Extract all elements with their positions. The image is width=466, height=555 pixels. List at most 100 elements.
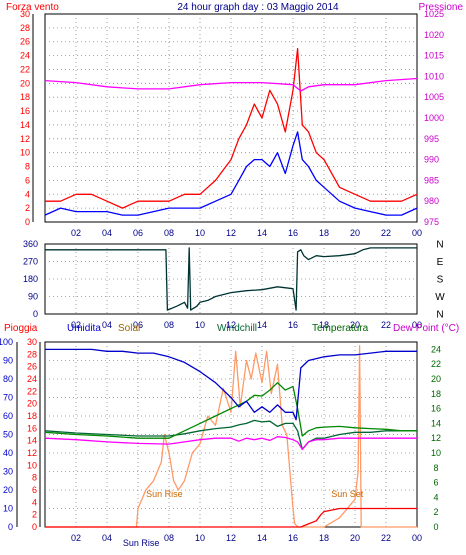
temp-ytick-6: 6: [433, 478, 438, 488]
dewpoint-line: [44, 436, 417, 450]
humidity-line: [45, 348, 417, 421]
direction-plot-area: [44, 243, 418, 315]
direction-label-2: S: [437, 275, 444, 286]
temp-ytick-22: 22: [431, 359, 441, 369]
wind-xtick-08: 08: [164, 228, 174, 238]
wind-ytick-2: 2: [25, 203, 30, 213]
wind-xtick-22: 22: [381, 228, 391, 238]
weather-xtick-14: 14: [257, 533, 267, 543]
sunrise-tick-label: Sun Rise: [123, 538, 160, 548]
weather-xtick-16: 16: [288, 533, 298, 543]
wind-ytick-16: 16: [20, 106, 30, 116]
wind-ytick-8: 8: [25, 162, 30, 172]
dir-xtick-16: 16: [288, 320, 298, 330]
dir-xtick-22: 22: [381, 320, 391, 330]
humidity-ytick-40: 40: [3, 448, 13, 458]
temp-ytick-8: 8: [433, 463, 438, 473]
wind-speed-line: [44, 131, 418, 216]
weather-xtick-10: 10: [195, 533, 205, 543]
wind-ytick-4: 4: [25, 189, 30, 199]
direction-label-3: E: [437, 257, 444, 268]
dir-xtick-12: 12: [226, 320, 236, 330]
temp-ytick-16: 16: [431, 404, 441, 414]
direction-ytick-90: 90: [28, 292, 38, 302]
temp-ytick-2: 2: [433, 507, 438, 517]
legend-5: Dew Point (°C): [393, 323, 459, 334]
wind-ytick-0: 0: [25, 217, 30, 227]
wind-direction-line: [45, 247, 417, 311]
direction-ytick-270: 270: [23, 257, 38, 267]
wind-xtick-02: 02: [71, 228, 81, 238]
humidity-ytick-10: 10: [3, 504, 13, 514]
direction-label-4: N: [436, 240, 443, 251]
wind-xtick-18: 18: [319, 228, 329, 238]
sunset-annotation: Sun Set: [331, 489, 364, 499]
temp-ytick-10: 10: [431, 448, 441, 458]
wind-ytick-24: 24: [20, 51, 30, 61]
wind-ytick-10: 10: [20, 148, 30, 158]
wind-ytick-26: 26: [20, 37, 30, 47]
direction-label-1: W: [435, 292, 445, 303]
wind-xtick-12: 12: [226, 228, 236, 238]
dir-xtick-14: 14: [257, 320, 267, 330]
sunrise-annotation: Sun Rise: [146, 489, 183, 499]
dir-xtick-18: 18: [319, 320, 329, 330]
wind-xtick-06: 06: [133, 228, 143, 238]
weather-xtick-08: 08: [164, 533, 174, 543]
rain-ytick-8: 8: [32, 473, 37, 483]
humidity-ytick-60: 60: [3, 411, 13, 421]
wind-ytick-22: 22: [20, 64, 30, 74]
pressure-ytick-980: 980: [424, 196, 439, 206]
rain-ytick-16: 16: [27, 423, 37, 433]
pressure-line: [44, 77, 418, 92]
pressure-ytick-985: 985: [424, 175, 439, 185]
wind-ytick-18: 18: [20, 92, 30, 102]
rain-ytick-4: 4: [32, 497, 37, 507]
humidity-ytick-30: 30: [3, 467, 13, 477]
weather-xtick-20: 20: [350, 533, 360, 543]
humidity-ytick-20: 20: [3, 485, 13, 495]
temp-ytick-4: 4: [433, 492, 438, 502]
wind-ytick-20: 20: [20, 78, 30, 88]
dir-xtick-20: 20: [350, 320, 360, 330]
chart-title: 24 hour graph day : 03 Maggio 2014: [177, 2, 339, 13]
legend-0: Pioggia: [4, 323, 38, 334]
wind-axis-title: Forza vento: [6, 2, 59, 13]
rain-line: [45, 507, 417, 528]
pressure-ytick-995: 995: [424, 134, 439, 144]
rain-ytick-24: 24: [27, 374, 37, 384]
weather-xtick-12: 12: [226, 533, 236, 543]
pressure-ytick-1000: 1000: [424, 113, 444, 123]
temp-ytick-12: 12: [431, 433, 441, 443]
dir-xtick-10: 10: [195, 320, 205, 330]
rain-ytick-12: 12: [27, 448, 37, 458]
weather-xtick-00: 00: [412, 533, 422, 543]
temp-ytick-20: 20: [431, 374, 441, 384]
wind-xtick-10: 10: [195, 228, 205, 238]
pressure-ytick-1015: 1015: [424, 51, 444, 61]
humidity-ytick-50: 50: [3, 430, 13, 440]
pressure-axis-title: Pressione: [419, 2, 464, 13]
rain-ytick-0: 0: [32, 522, 37, 532]
temperature-line: [44, 382, 417, 439]
pressure-ytick-1025: 1025: [424, 9, 444, 19]
wind-xtick-00: 00: [412, 228, 422, 238]
direction-label-0: N: [436, 310, 443, 321]
dir-xtick-00: 00: [412, 320, 422, 330]
rain-ytick-18: 18: [27, 411, 37, 421]
rain-ytick-6: 6: [32, 485, 37, 495]
temp-ytick-0: 0: [433, 522, 438, 532]
wind-ytick-14: 14: [20, 120, 30, 130]
legend-4: Temperatura: [312, 323, 369, 334]
pressure-ytick-1005: 1005: [424, 92, 444, 102]
direction-ytick-0: 0: [33, 309, 38, 319]
wind-xtick-04: 04: [102, 228, 112, 238]
wind-ytick-30: 30: [20, 9, 30, 19]
direction-ytick-180: 180: [23, 274, 38, 284]
rain-ytick-2: 2: [32, 510, 37, 520]
weather-xtick-22: 22: [381, 533, 391, 543]
wind-xtick-14: 14: [257, 228, 267, 238]
pressure-ytick-1020: 1020: [424, 30, 444, 40]
temp-ytick-18: 18: [431, 389, 441, 399]
